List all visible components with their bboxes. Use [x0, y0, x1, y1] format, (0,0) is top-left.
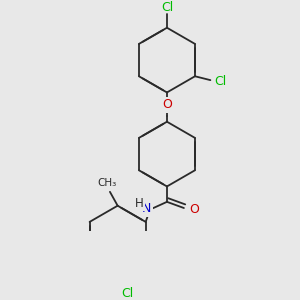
Text: H: H [135, 197, 144, 210]
Text: CH₃: CH₃ [97, 178, 116, 188]
Text: O: O [190, 203, 200, 216]
Text: Cl: Cl [161, 1, 173, 14]
Text: Cl: Cl [214, 75, 226, 88]
Text: O: O [162, 98, 172, 111]
Text: Cl: Cl [121, 287, 133, 300]
Text: N: N [142, 202, 152, 215]
